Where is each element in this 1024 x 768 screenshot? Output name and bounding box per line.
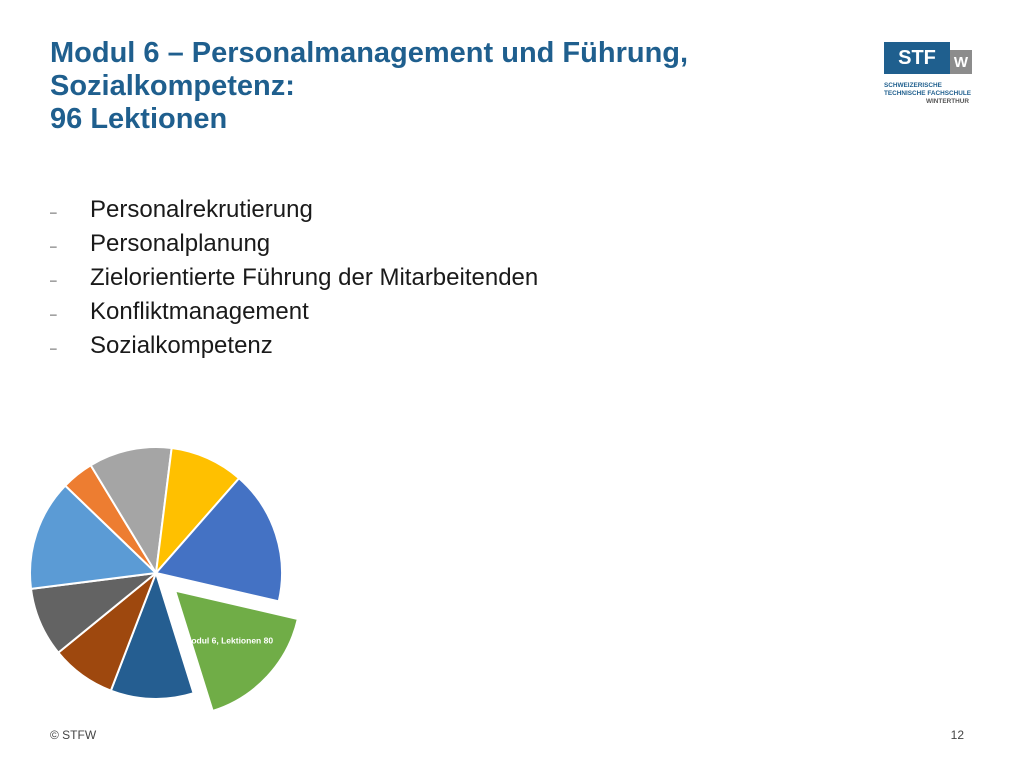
- slide-title: Modul 6 – Personalmanagement und Führung…: [50, 37, 850, 136]
- logo-mark-w: W: [950, 50, 972, 74]
- pie-slice-label: Modul 6, Lektionen 80: [184, 635, 273, 645]
- pie-slice-1: [109, 569, 195, 700]
- pie-slice-6: [89, 446, 173, 576]
- logo-mark: STF: [884, 42, 950, 74]
- title-line-2: Sozialkompetenz:: [50, 70, 295, 102]
- logo-text-2: TECHNISCHE FACHSCHULE: [884, 90, 971, 97]
- footer-copyright: © STFW: [50, 728, 97, 742]
- title-line-1: Modul 6 – Personalmanagement und Führung…: [50, 37, 689, 69]
- bullet-item: – Zielorientierte Führung der Mitarbeiten…: [50, 261, 538, 295]
- logo-text-3: WINTERTHUR: [926, 98, 969, 105]
- bullet-item: – Personalplanung: [50, 227, 538, 261]
- bullet-text: Personalplanung: [90, 230, 271, 257]
- stfw-logo: STF W SCHWEIZERISCHE TECHNISCHE FACHSCHU…: [884, 42, 976, 108]
- bullet-text: Konfliktmanagement: [90, 298, 309, 325]
- bullet-text: Sozialkompetenz: [90, 332, 273, 359]
- bullet-item: – Konfliktmanagement: [50, 295, 538, 329]
- pie-slice-7: [154, 446, 241, 577]
- logo-text-1: SCHWEIZERISCHE: [884, 82, 942, 89]
- dash-icon: –: [50, 239, 57, 253]
- dash-icon: –: [50, 273, 57, 287]
- pie-chart: Modul 6, Lektionen 80: [29, 446, 300, 713]
- pie-slice-8: [154, 476, 283, 603]
- dash-icon: –: [50, 341, 57, 355]
- dash-icon: –: [50, 205, 57, 219]
- bullet-text: Personalrekrutierung: [90, 196, 313, 223]
- bullet-text: Zielorientierte Führung der Mitarbeitend…: [90, 264, 539, 291]
- pie-slice-4: [29, 484, 159, 590]
- title-line-3: 96 Lektionen: [50, 103, 228, 135]
- page-number: 12: [950, 728, 964, 742]
- bullet-item: – Sozialkompetenz: [50, 329, 538, 363]
- bullet-item: – Personalrekrutierung: [50, 193, 538, 227]
- dash-icon: –: [50, 307, 57, 321]
- bullet-list: – Personalrekrutierung – Personalplanung –…: [50, 193, 538, 363]
- pie-slice-0: [173, 589, 300, 713]
